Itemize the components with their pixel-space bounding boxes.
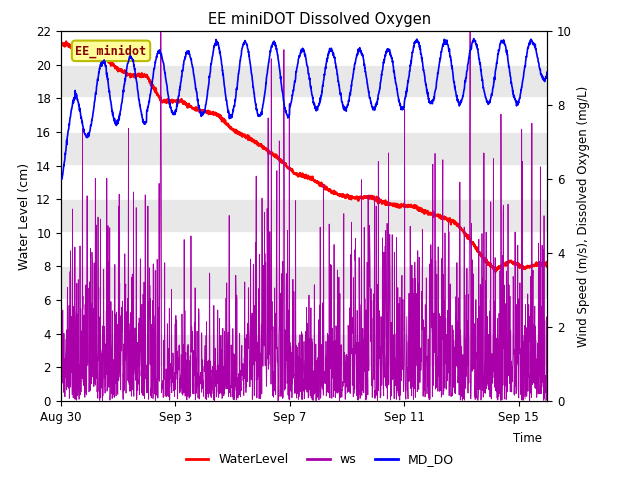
Bar — [61, 166, 547, 199]
Bar — [61, 98, 547, 132]
Bar — [61, 367, 547, 401]
Bar — [61, 31, 547, 65]
Text: EE miniDOT Dissolved Oxygen: EE miniDOT Dissolved Oxygen — [209, 12, 431, 27]
Bar — [61, 300, 547, 334]
X-axis label: Time: Time — [513, 432, 542, 445]
Y-axis label: Wind Speed (m/s), Dissolved Oxygen (mg/L): Wind Speed (m/s), Dissolved Oxygen (mg/L… — [577, 85, 590, 347]
Text: EE_minidot: EE_minidot — [76, 44, 147, 58]
Bar — [61, 233, 547, 266]
Legend: WaterLevel, ws, MD_DO: WaterLevel, ws, MD_DO — [181, 448, 459, 471]
Y-axis label: Water Level (cm): Water Level (cm) — [17, 162, 31, 270]
